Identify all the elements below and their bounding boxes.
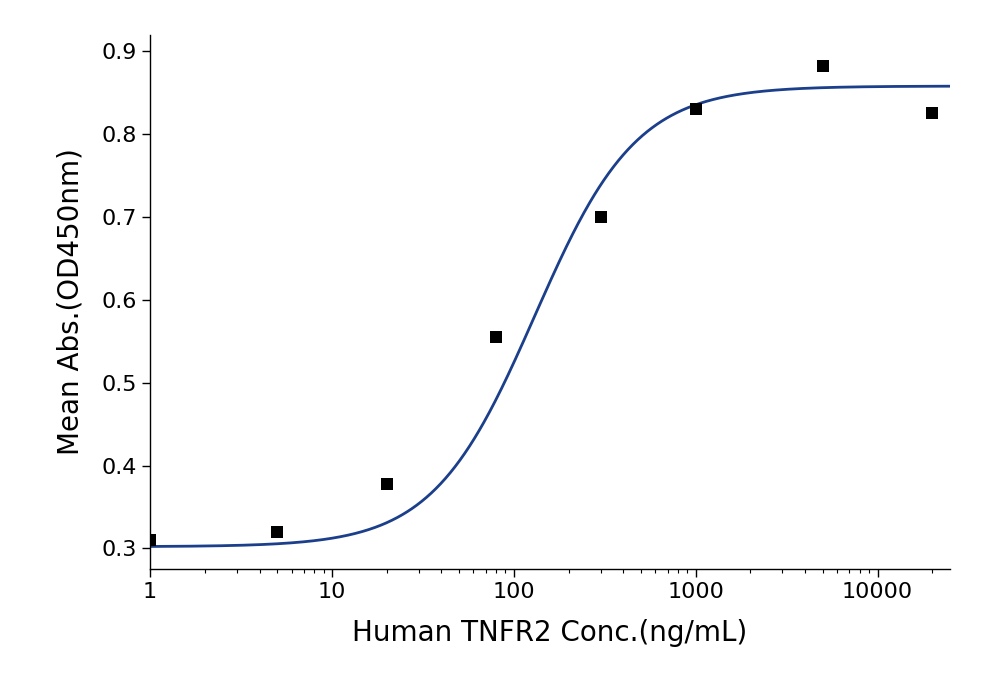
- Point: [924, 108, 940, 119]
- Point: [815, 60, 831, 71]
- X-axis label: Human TNFR2 Conc.(ng/mL): Human TNFR2 Conc.(ng/mL): [352, 619, 748, 647]
- Point: [593, 212, 609, 223]
- Point: [688, 103, 704, 115]
- Y-axis label: Mean Abs.(OD450nm): Mean Abs.(OD450nm): [57, 149, 85, 455]
- Point: [269, 526, 285, 537]
- Point: [142, 534, 158, 545]
- Point: [488, 332, 504, 343]
- Point: [379, 478, 395, 489]
